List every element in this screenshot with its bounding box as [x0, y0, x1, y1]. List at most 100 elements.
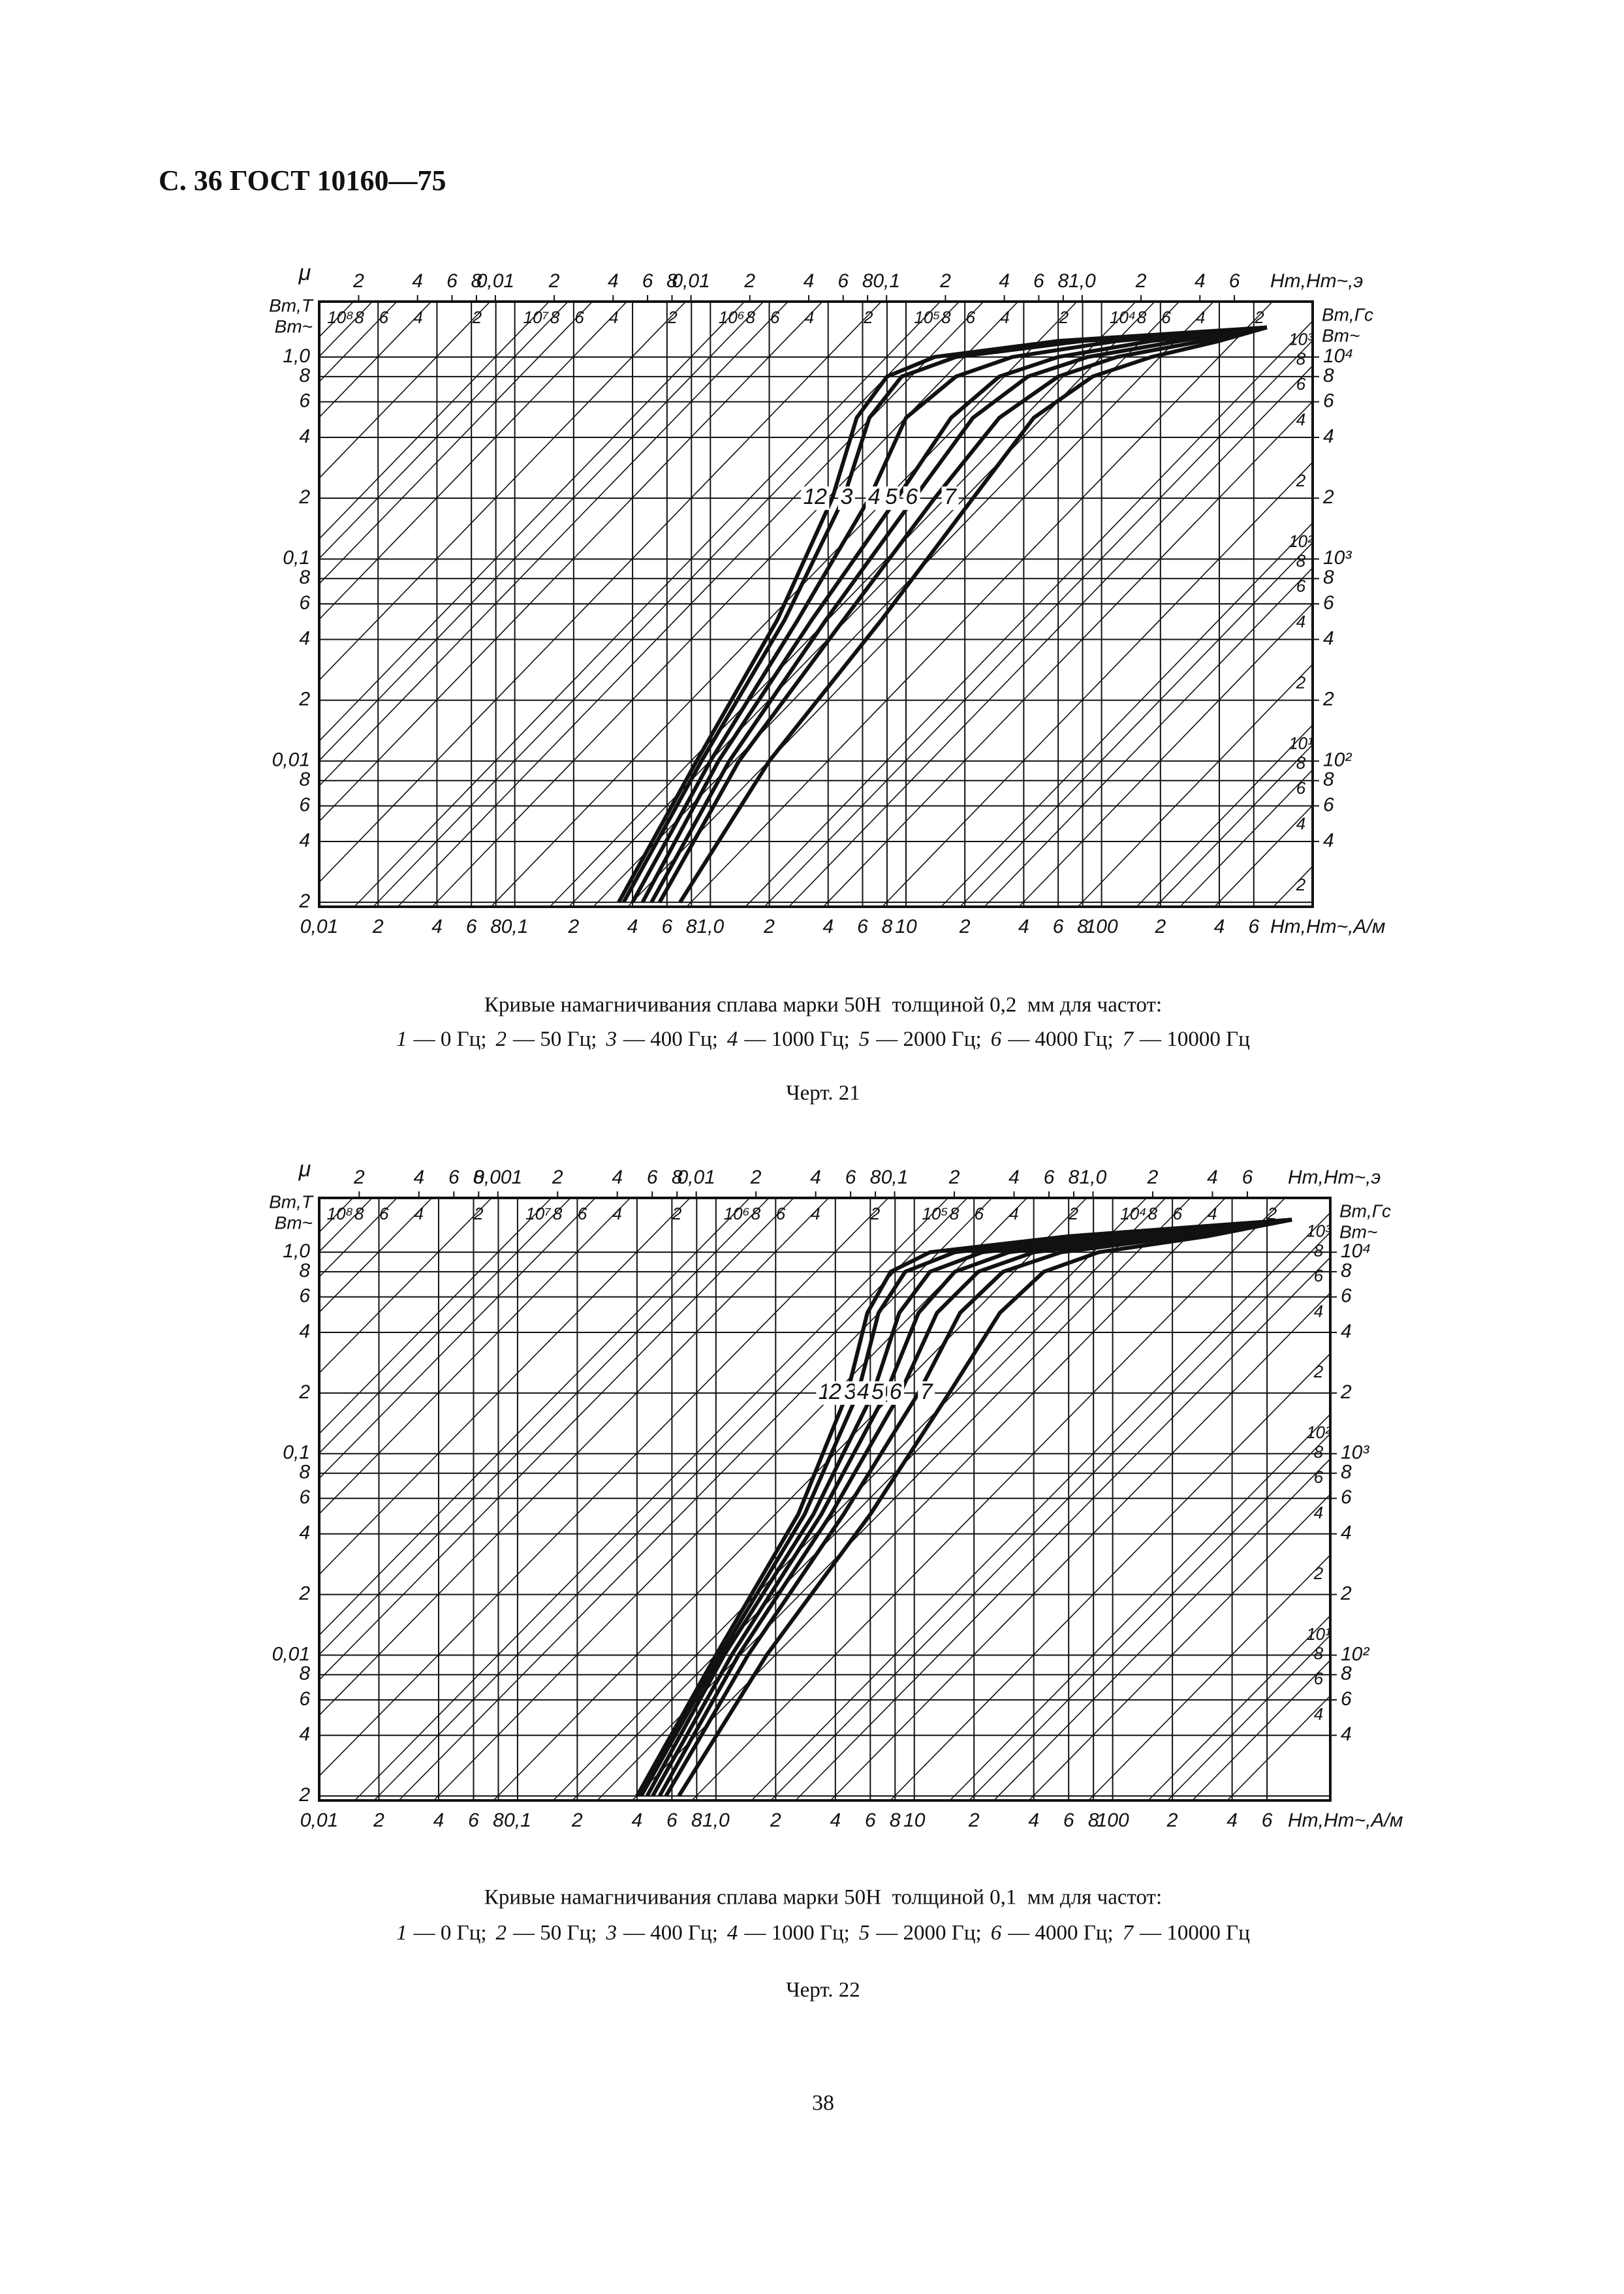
x-tick-label: 2 [568, 916, 580, 937]
x2-tick-label: 2 [352, 270, 364, 292]
curve-label: 7 [920, 1379, 933, 1404]
mu-line [319, 301, 745, 742]
y2-tick-label: 8 [1341, 1462, 1352, 1483]
x-tick-label: 2 [571, 1810, 583, 1831]
mu-line [319, 301, 593, 584]
curve [677, 1218, 1292, 1797]
mu-label: 6 [578, 1204, 587, 1223]
mu-line [319, 1197, 631, 1515]
y-tick-label: 4 [299, 426, 310, 447]
mu-label: 6 [1173, 1204, 1183, 1223]
x2-axis-title: Hm,Hm~,э [1288, 1167, 1381, 1188]
mu-label: 8 [1296, 753, 1306, 772]
mu-line [751, 1212, 1331, 1801]
y-tick-label: 2 [298, 1784, 310, 1806]
x-tick-label: 6 [857, 916, 868, 937]
mu-label: 8 [1296, 349, 1306, 369]
y2-tick-label: 8 [1323, 365, 1334, 386]
x-axis-title: Hm,Hm~,A/м [1270, 916, 1385, 937]
x-tick-label: 100 [1085, 916, 1118, 937]
curve [621, 325, 1268, 903]
mu-label: 2 [863, 307, 873, 327]
mu-label: 10⁸ [327, 307, 353, 327]
mu-label: 8 [550, 307, 560, 327]
mu-line [319, 301, 789, 787]
mu-label: 10⁶ [724, 1204, 750, 1223]
y-tick-label: 8 [299, 1462, 310, 1483]
mu-label: 2 [1296, 471, 1306, 490]
mu-label: 8 [1314, 1240, 1324, 1260]
mu-label: 6 [1296, 576, 1306, 596]
curve-label: 3 [840, 484, 852, 509]
mu-line [552, 1197, 1147, 1801]
y-axis-title: Bm~ [275, 1212, 313, 1233]
mu-label: 10⁸ [327, 1204, 353, 1223]
mu-label: 8 [553, 1204, 563, 1223]
x2-tick-label: 4 [413, 1167, 424, 1188]
curve [639, 1218, 1292, 1797]
mu-line [319, 301, 823, 822]
x2-tick-label: 6 [845, 1167, 856, 1188]
mu-line [319, 301, 354, 338]
y2-tick-label: 8 [1323, 769, 1334, 791]
mu-line [1136, 725, 1313, 907]
mu-label: 4 [1208, 1204, 1217, 1223]
mu-line [1214, 805, 1313, 907]
y-tick-label: 0,01 [272, 1643, 310, 1665]
x-tick-label: 4 [1018, 916, 1029, 937]
mu-line [433, 1197, 1027, 1801]
page-number: 38 [812, 2091, 834, 2115]
y-tick-label: 8 [299, 769, 310, 791]
mu-line [319, 1197, 751, 1636]
frequency-text: — 10000 Гц [1139, 1028, 1250, 1051]
x2-tick-label: 4 [1008, 1167, 1020, 1188]
curve-label: 7 [944, 484, 957, 509]
x-tick-label: 6 [1063, 1810, 1074, 1831]
curve-label: 6 [905, 484, 918, 509]
x2-tick-label: 2 [1135, 270, 1147, 292]
frequency-text: — 400 Гц; [623, 1921, 718, 1945]
x2-tick-label: 6 [446, 270, 458, 292]
mu-label: 8 [1296, 551, 1306, 571]
mu-label: 4 [1314, 1301, 1323, 1321]
figure-label: Черт. 21 [786, 1082, 860, 1105]
mu-line [1192, 1659, 1331, 1801]
mu-line [319, 1197, 830, 1716]
curve-label: 2 [828, 1379, 841, 1404]
mu-label: 6 [770, 307, 780, 327]
y-tick-label: 0,01 [272, 749, 310, 771]
frequency-text: — 50 Гц; [512, 1921, 597, 1945]
curve-label: 5 [885, 484, 898, 509]
x2-tick-label: 2 [548, 270, 560, 292]
x2-tick-label: 8 [666, 270, 678, 292]
mu-line [822, 401, 1313, 907]
mu-label: 2 [1313, 1362, 1324, 1381]
mu-line [319, 301, 398, 383]
plot-frame [318, 1197, 1332, 1802]
x-tick-label: 6 [1248, 916, 1259, 937]
y-tick-label: 6 [299, 1688, 310, 1710]
mu-line [960, 542, 1313, 907]
x-tick-label: 0,01 [300, 916, 338, 937]
curve-label: 6 [890, 1379, 902, 1404]
curve-label: 3 [844, 1379, 856, 1404]
mu-label: 8 [751, 1204, 761, 1223]
y-tick-label: 4 [299, 830, 310, 851]
frequency-number: 6 [991, 1028, 1002, 1051]
mu-label: 6 [1314, 1266, 1324, 1285]
mu-label: 4 [413, 307, 422, 327]
mu-line [319, 301, 569, 559]
y-axis-title: Bm,T [269, 295, 314, 315]
frequency-text: — 1000 Гц; [743, 1921, 849, 1945]
y-tick-label: 8 [299, 365, 310, 386]
x-tick-label: 2 [1166, 1810, 1178, 1831]
mu-line [795, 1257, 1331, 1801]
mu-line [890, 1353, 1331, 1801]
x-tick-label: 1,0 [696, 916, 724, 937]
mu-line [319, 1197, 373, 1253]
frequency-text: — 4000 Гц; [1007, 1028, 1113, 1051]
frequency-text: — 2000 Гц; [875, 1028, 981, 1051]
mu-line [319, 301, 550, 540]
y2-tick-label: 8 [1341, 1663, 1352, 1684]
